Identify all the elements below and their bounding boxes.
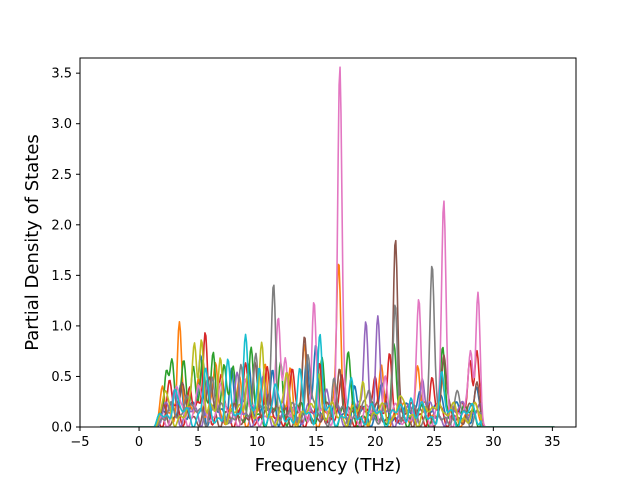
series-layer: [100, 66, 555, 427]
x-tick-label: 0: [135, 435, 143, 450]
y-axis-label: Partial Density of States: [22, 134, 43, 351]
x-axis-label: Frequency (THz): [255, 455, 402, 476]
series-line-7: [100, 66, 555, 427]
y-tick-label: 1.0: [51, 319, 72, 334]
series-line-10: [100, 333, 555, 427]
y-tick-label: 0.0: [51, 421, 72, 436]
y-tick-label: 2.0: [51, 218, 72, 233]
y-tick-label: 3.5: [51, 67, 72, 82]
x-tick-label: 25: [426, 435, 443, 450]
series-line-4: [100, 332, 555, 427]
x-tick-label: 10: [249, 435, 266, 450]
y-axis: 0.0 0.5 1.0 1.5 2.0 2.5 3.0 3.5: [51, 67, 80, 436]
x-tick-label: 20: [367, 435, 384, 450]
y-tick-label: 0.5: [51, 370, 72, 385]
x-axis: −5 0 5 10 15 20 25 30 35: [70, 427, 561, 450]
x-tick-label: 5: [194, 435, 202, 450]
x-tick-label: −5: [70, 435, 89, 450]
series-line-5: [100, 315, 555, 427]
y-tick-label: 2.5: [51, 168, 72, 183]
series-line-9: [100, 339, 555, 427]
x-tick-label: 15: [308, 435, 325, 450]
x-tick-label: 35: [544, 435, 561, 450]
y-tick-label: 3.0: [51, 117, 72, 132]
y-tick-label: 1.5: [51, 269, 72, 284]
axes-frame: [79, 57, 577, 428]
x-tick-label: 30: [485, 435, 502, 450]
